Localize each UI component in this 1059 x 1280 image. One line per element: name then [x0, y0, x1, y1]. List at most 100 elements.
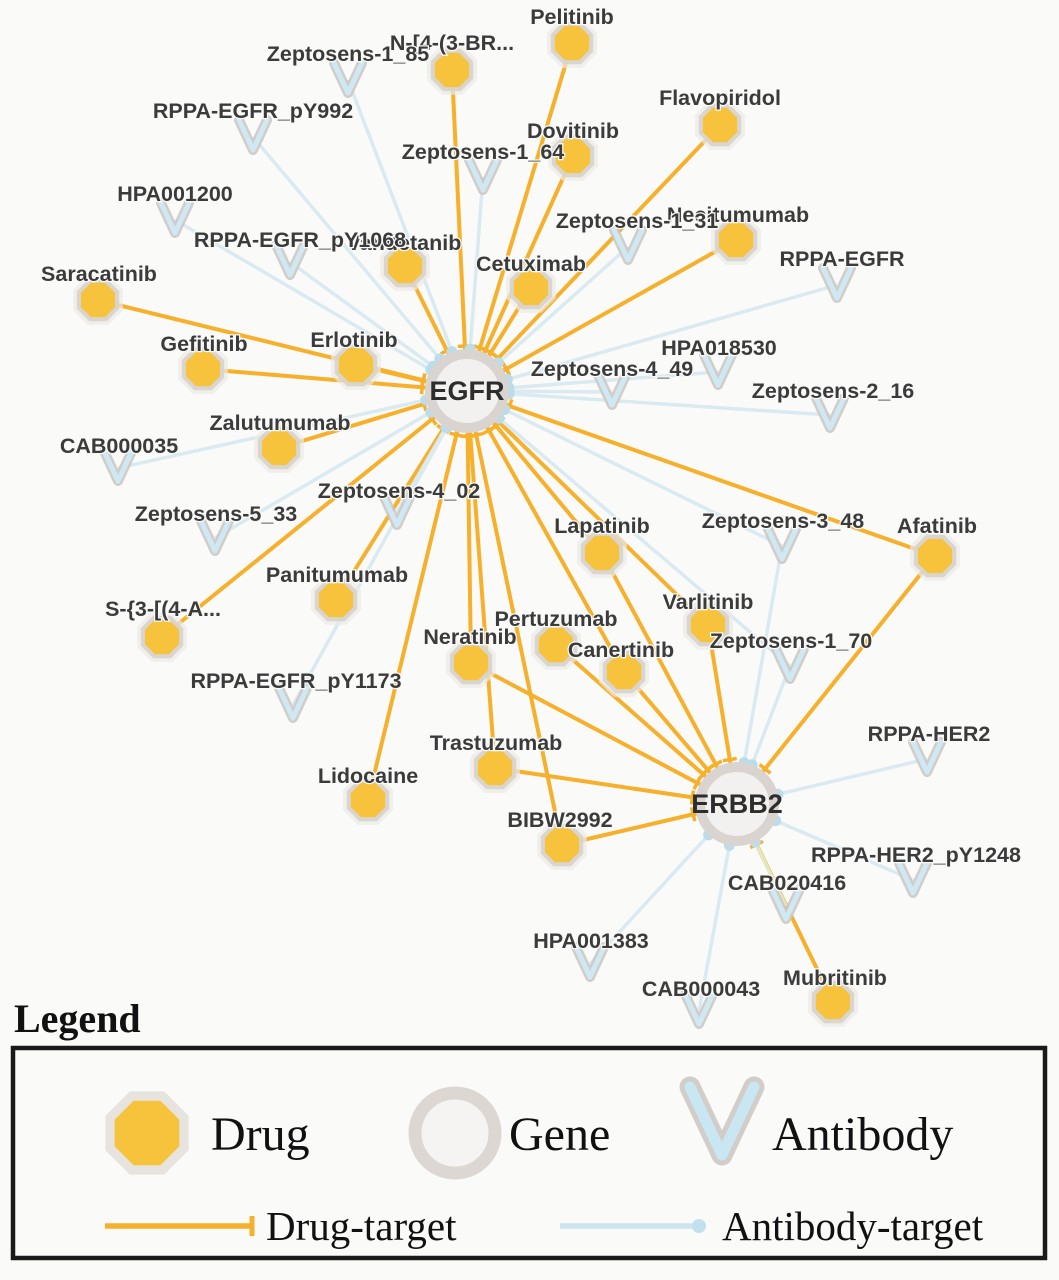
drug-octagon	[261, 430, 297, 466]
antibody-node-RPPA-EGFR_pY1068[interactable]	[271, 240, 309, 280]
drug-node-BIBW2992[interactable]	[537, 820, 587, 870]
drug-node-Varlitinib[interactable]	[683, 600, 733, 650]
node-label-Lidocaine: Lidocaine	[318, 764, 418, 788]
antibody-node-RPPA-HER2[interactable]	[908, 737, 946, 777]
antibody-icon	[679, 1076, 765, 1166]
antibody-node-CAB000043[interactable]	[680, 989, 718, 1029]
drug-node-Neratinib[interactable]	[446, 638, 496, 688]
drug-node-Flavopiridol[interactable]	[695, 100, 745, 150]
antibody-node-RPPA-EGFR_pY992[interactable]	[234, 115, 272, 155]
gene-icon	[408, 1086, 502, 1180]
antibody-node-Zeptosens-4_02[interactable]	[378, 490, 416, 530]
drug-edge-endpoint-tee	[419, 373, 427, 388]
antibody-node-Zeptosens-1_64[interactable]	[464, 155, 502, 195]
antibody-node-RPPA-HER2_pY1248[interactable]	[894, 858, 932, 898]
drug-node-Saracatinib[interactable]	[73, 275, 123, 325]
drug-node-Lapatinib[interactable]	[577, 528, 627, 578]
drug-octagon	[702, 107, 738, 143]
gene-node-EGFR[interactable]	[425, 349, 509, 433]
node-label-Panitumumab: Panitumumab	[266, 563, 408, 587]
node-label-Zeptosens-1_64: Zeptosens-1_64	[402, 140, 565, 164]
antibody-chevron-fill	[380, 492, 414, 528]
drug-node-Panitumumab[interactable]	[311, 575, 361, 625]
antibody-node-HPA001200[interactable]	[156, 198, 194, 238]
legend-label-gene: Gene	[509, 1108, 610, 1161]
drug-edge-endpoint-tee	[758, 763, 772, 775]
drug-node-Dovitinib[interactable]	[548, 131, 598, 181]
edge-drug-EGFR-N-[4-(3-BR...	[450, 69, 469, 392]
node-label-Gefitinib: Gefitinib	[160, 332, 247, 356]
node-label-Dovitinib: Dovitinib	[527, 119, 619, 143]
antibody-node-Zeptosens-2_16[interactable]	[811, 393, 849, 433]
gene-circle	[695, 762, 779, 846]
edge-antibody-EGFR-HPA001200	[174, 218, 468, 393]
antibody-node-Zeptosens-1_70[interactable]	[771, 644, 809, 684]
gene-node-ERBB2[interactable]	[695, 762, 779, 846]
antibody-node-CAB000035[interactable]	[99, 446, 137, 486]
node-label-Zeptosens-1_85: Zeptosens-1_85	[267, 42, 430, 66]
node-label-HPA001200: HPA001200	[117, 182, 233, 206]
edge-drug-EGFR-Necitumumab	[466, 238, 737, 393]
node-label-Necitumumab: Necitumumab	[667, 203, 809, 227]
drug-edge-endpoint-tee	[483, 347, 498, 358]
drug-node-Lidocaine[interactable]	[343, 775, 393, 825]
antibody-chevron-fill	[276, 685, 310, 721]
antibody-node-RPPA-EGFR[interactable]	[818, 263, 856, 303]
drug-node-Cetuximab[interactable]	[506, 263, 556, 313]
node-label-RPPA-EGFR_pY1173: RPPA-EGFR_pY1173	[190, 669, 401, 693]
drug-node-Mubritinib[interactable]	[808, 977, 858, 1027]
antibody-node-Zeptosens-1_31[interactable]	[609, 225, 647, 265]
edge-drug-ERBB2-Lapatinib	[600, 552, 739, 805]
drug-node-Canertinib[interactable]	[599, 647, 649, 697]
node-label-Zeptosens-5_33: Zeptosens-5_33	[135, 502, 298, 526]
edge-drug-EGFR-S-{3-[(4-A...	[160, 389, 469, 639]
drug-node-Pertuzumab[interactable]	[531, 620, 581, 670]
antibody-node-Zeptosens-3_48[interactable]	[763, 524, 801, 564]
antibody-chevron-fill	[682, 991, 716, 1027]
node-label-CAB000043: CAB000043	[642, 977, 760, 1001]
edge-drug-EGFR-Varlitinib	[465, 389, 710, 627]
node-label-HPA001383: HPA001383	[533, 929, 649, 953]
antibody-chevron-fill	[820, 265, 854, 301]
drug-node-Pelitinib[interactable]	[547, 18, 597, 68]
node-label-Mubritinib: Mubritinib	[783, 966, 887, 990]
gene-circle	[425, 349, 509, 433]
antibody-node-Zeptosens-5_33[interactable]	[196, 516, 234, 556]
antibody-node-Zeptosens-4_49[interactable]	[593, 370, 631, 410]
drug-octagon	[718, 222, 754, 258]
edge-drug-EGFR-Flavopiridol	[465, 123, 722, 393]
drug-node-Afatinib[interactable]	[910, 531, 960, 581]
node-label-S-{3-[(4-A...: S-{3-[(4-A...	[105, 597, 221, 621]
antibody-chevron-fill	[198, 518, 232, 554]
drug-node-N-[4-(3-BR...[interactable]	[427, 45, 477, 95]
drug-node-Erlotinib[interactable]	[331, 340, 381, 390]
drug-node-Necitumumab[interactable]	[711, 215, 761, 265]
antibody-node-CAB020416[interactable]	[767, 884, 805, 924]
antibody-node-HPA001383[interactable]	[571, 942, 609, 982]
drug-node-Vandetanib[interactable]	[380, 241, 430, 291]
legend-label-drug-target: Drug-target	[266, 1203, 457, 1249]
antibody-node-RPPA-EGFR_pY1173[interactable]	[274, 683, 312, 723]
antibody-node-Zeptosens-1_85[interactable]	[329, 58, 367, 98]
drug-octagon	[555, 138, 591, 174]
node-label-Zeptosens-3_48: Zeptosens-3_48	[702, 509, 865, 533]
antibody-chevron-fill	[611, 227, 645, 263]
drug-edge-endpoint-tee	[689, 807, 697, 822]
drug-octagon	[338, 347, 374, 383]
edge-drug-EGFR-Pelitinib	[465, 42, 574, 392]
edge-drug-EGFR-Trastuzumab	[465, 390, 497, 769]
drug-octagon	[144, 619, 180, 655]
drug-node-S-{3-[(4-A...[interactable]	[137, 612, 187, 662]
edge-antibody-EGFR-Zeptosens-2_16	[466, 389, 831, 417]
antibody-chevron-fill	[101, 448, 135, 484]
drug-node-Zalutumumab[interactable]	[254, 423, 304, 473]
drug-octagon	[690, 607, 726, 643]
gene-label-ERBB2: ERBB2	[691, 789, 783, 819]
drug-node-Gefitinib[interactable]	[178, 344, 228, 394]
antibody-node-HPA018530[interactable]	[699, 350, 737, 390]
antibody-chevron-fill	[765, 526, 799, 562]
drug-node-Trastuzumab[interactable]	[470, 743, 520, 793]
drug-octagon	[387, 248, 423, 284]
drug-octagon	[815, 984, 851, 1020]
